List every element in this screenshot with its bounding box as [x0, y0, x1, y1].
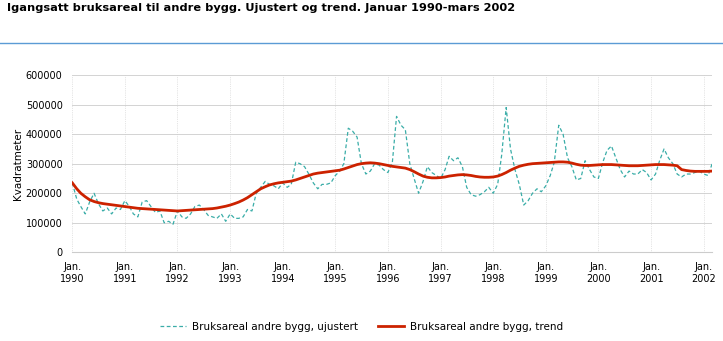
Text: Igangsatt bruksareal til andre bygg. Ujustert og trend. Januar 1990-mars 2002: Igangsatt bruksareal til andre bygg. Uju… [7, 3, 515, 13]
Line: Bruksareal andre bygg, trend: Bruksareal andre bygg, trend [72, 162, 712, 211]
Y-axis label: Kvadratmeter: Kvadratmeter [13, 128, 23, 200]
Legend: Bruksareal andre bygg, ujustert, Bruksareal andre bygg, trend: Bruksareal andre bygg, ujustert, Bruksar… [156, 317, 567, 336]
Line: Bruksareal andre bygg, ujustert: Bruksareal andre bygg, ujustert [72, 107, 712, 224]
